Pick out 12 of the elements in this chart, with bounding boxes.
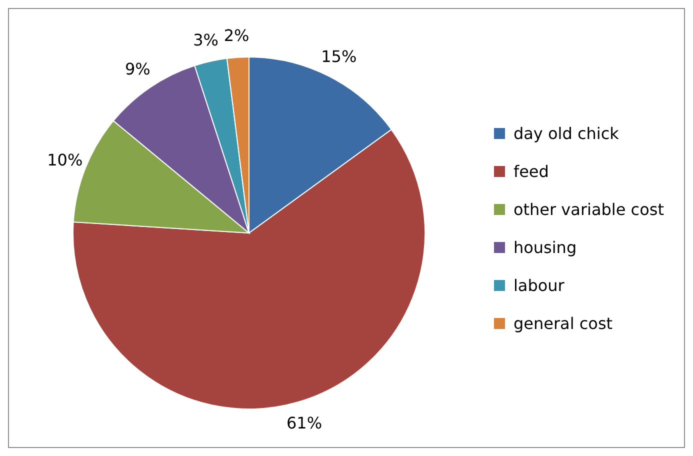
data-label: 2%: [224, 26, 250, 45]
data-label: 3%: [193, 30, 219, 50]
data-label: 15%: [321, 47, 357, 66]
legend-label: labour: [513, 276, 564, 294]
data-label: 61%: [286, 414, 322, 433]
data-label: 9%: [125, 60, 150, 79]
legend-label: day old chick: [513, 124, 619, 142]
legend-label: feed: [513, 162, 549, 180]
legend-label: general cost: [513, 314, 613, 332]
legend-label: other variable cost: [513, 200, 664, 218]
legend-label: housing: [513, 238, 577, 256]
data-label: 10%: [47, 150, 83, 170]
